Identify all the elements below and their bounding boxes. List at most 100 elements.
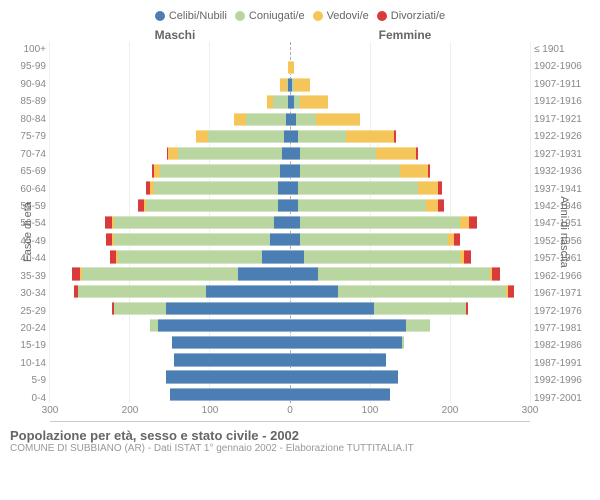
age-label: 100+ bbox=[10, 44, 46, 55]
female-bar bbox=[290, 199, 530, 212]
pyramid-row bbox=[50, 283, 530, 300]
pyramid-row bbox=[50, 248, 530, 265]
segment-con bbox=[300, 147, 376, 160]
segment-cel bbox=[290, 147, 300, 160]
segment-con bbox=[82, 267, 238, 280]
segment-con bbox=[118, 250, 262, 263]
female-header: Femmine bbox=[290, 28, 520, 42]
segment-div bbox=[469, 216, 477, 229]
segment-cel bbox=[290, 370, 398, 383]
segment-cel bbox=[290, 353, 386, 366]
pyramid-row bbox=[50, 334, 530, 351]
male-bar bbox=[50, 353, 290, 366]
legend-dot bbox=[235, 11, 245, 21]
segment-con bbox=[114, 233, 270, 246]
female-bar bbox=[290, 130, 530, 143]
female-bar bbox=[290, 44, 530, 57]
pyramid-row bbox=[50, 214, 530, 231]
x-tick: 300 bbox=[522, 405, 539, 416]
female-bar bbox=[290, 285, 530, 298]
segment-con bbox=[406, 319, 430, 332]
male-bar bbox=[50, 147, 290, 160]
age-label: 20-24 bbox=[10, 323, 46, 334]
segment-con bbox=[273, 95, 287, 108]
female-bar bbox=[290, 336, 530, 349]
age-label: 15-19 bbox=[10, 340, 46, 351]
birth-label: 1987-1991 bbox=[534, 358, 590, 369]
segment-con bbox=[114, 302, 166, 315]
female-bar bbox=[290, 216, 530, 229]
segment-ved bbox=[234, 113, 246, 126]
age-label: 5-9 bbox=[10, 375, 46, 386]
segment-con bbox=[304, 250, 460, 263]
age-label: 10-14 bbox=[10, 358, 46, 369]
segment-cel bbox=[290, 302, 374, 315]
pyramid-row bbox=[50, 351, 530, 368]
birth-label: 1937-1941 bbox=[534, 184, 590, 195]
birth-label: ≤ 1901 bbox=[534, 44, 590, 55]
y-axis-label-left: Fasce di età bbox=[22, 202, 34, 262]
segment-ved bbox=[460, 216, 470, 229]
birth-label: 1972-1976 bbox=[534, 306, 590, 317]
segment-ved bbox=[346, 130, 394, 143]
birth-label: 1912-1916 bbox=[534, 96, 590, 107]
segment-ved bbox=[400, 164, 428, 177]
segment-ved bbox=[290, 61, 294, 74]
segment-con bbox=[402, 336, 404, 349]
legend-dot bbox=[313, 11, 323, 21]
pyramid-row bbox=[50, 76, 530, 93]
female-bar bbox=[290, 370, 530, 383]
birth-label: 1977-1981 bbox=[534, 323, 590, 334]
female-bar bbox=[290, 250, 530, 263]
segment-con bbox=[374, 302, 466, 315]
x-tick: 100 bbox=[362, 405, 379, 416]
male-bar bbox=[50, 95, 290, 108]
pyramid-row bbox=[50, 231, 530, 248]
age-label: 70-74 bbox=[10, 149, 46, 160]
segment-con bbox=[318, 267, 490, 280]
birth-label: 1922-1926 bbox=[534, 131, 590, 142]
x-tick: 100 bbox=[202, 405, 219, 416]
segment-div bbox=[428, 164, 430, 177]
segment-cel bbox=[290, 181, 298, 194]
segment-div bbox=[464, 250, 470, 263]
segment-con bbox=[208, 130, 284, 143]
age-label: 30-34 bbox=[10, 288, 46, 299]
chart-subtitle: COMUNE DI SUBBIANO (AR) - Dati ISTAT 1° … bbox=[10, 443, 590, 454]
segment-cel bbox=[170, 388, 290, 401]
segment-div bbox=[72, 267, 80, 280]
male-bar bbox=[50, 216, 290, 229]
segment-con bbox=[146, 199, 278, 212]
age-label: 75-79 bbox=[10, 131, 46, 142]
age-label: 60-64 bbox=[10, 184, 46, 195]
segment-ved bbox=[376, 147, 416, 160]
male-bar bbox=[50, 267, 290, 280]
y-axis-label-right: Anni di nascita bbox=[558, 196, 570, 268]
legend-item: Divorziati/e bbox=[377, 10, 445, 22]
segment-con bbox=[300, 233, 448, 246]
segment-cel bbox=[290, 388, 390, 401]
segment-con bbox=[246, 113, 286, 126]
x-tick: 200 bbox=[442, 405, 459, 416]
segment-cel bbox=[166, 370, 290, 383]
pyramid-row bbox=[50, 42, 530, 59]
pyramid-row bbox=[50, 111, 530, 128]
legend-item: Vedovi/e bbox=[313, 10, 369, 22]
x-axis: 0100200300 100200300 bbox=[50, 403, 530, 421]
segment-con bbox=[160, 164, 280, 177]
age-label: 0-4 bbox=[10, 393, 46, 404]
pyramid-row bbox=[50, 59, 530, 76]
chart-footer: Popolazione per età, sesso e stato civil… bbox=[10, 428, 590, 454]
age-label: 95-99 bbox=[10, 61, 46, 72]
female-bar bbox=[290, 95, 530, 108]
segment-ved bbox=[426, 199, 438, 212]
segment-con bbox=[150, 319, 158, 332]
segment-div bbox=[438, 199, 444, 212]
male-bar bbox=[50, 302, 290, 315]
segment-ved bbox=[294, 78, 310, 91]
pyramid-row bbox=[50, 197, 530, 214]
birth-label: 1917-1921 bbox=[534, 114, 590, 125]
male-bar bbox=[50, 233, 290, 246]
male-bar bbox=[50, 130, 290, 143]
segment-cel bbox=[158, 319, 290, 332]
